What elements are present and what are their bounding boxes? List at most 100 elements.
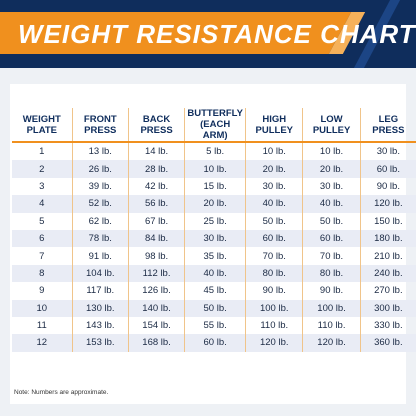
table-cell: 360 lb. — [360, 334, 416, 352]
header-banner: WEIGHT RESISTANCE CHART — [0, 0, 416, 68]
table-cell: 50 lb. — [245, 212, 304, 230]
table-header-row: WEIGHT PLATE FRONT PRESS BACK PRESS BUTT… — [12, 108, 416, 143]
weight-plate-cell: 1 — [12, 142, 73, 161]
table-cell: 50 lb. — [184, 299, 247, 317]
table-cell: 45 lb. — [184, 282, 247, 300]
table-cell: 28 lb. — [128, 160, 186, 178]
weight-plate-cell: 5 — [12, 212, 73, 230]
table-row: 6 78 lb. 84 lb. 30 lb. 60 lb. 60 lb. 180 lb. — [12, 229, 416, 248]
table-cell: 60 lb. — [302, 229, 361, 248]
table-cell: 91 lb. — [72, 247, 129, 265]
column-header-low-pulley: LOW PULLEY — [302, 108, 361, 143]
table-cell: 80 lb. — [302, 264, 361, 283]
table-row: 5 62 lb. 67 lb. 25 lb. 50 lb. 50 lb. 150 lb. — [12, 212, 416, 230]
table-cell: 140 lb. — [128, 299, 186, 317]
column-header-high-pulley: HIGH PULLEY — [245, 108, 304, 143]
table-cell: 120 lb. — [245, 334, 304, 352]
table-cell: 117 lb. — [72, 282, 129, 300]
table-cell: 40 lb. — [245, 195, 304, 213]
table-cell: 98 lb. — [128, 247, 186, 265]
table-cell: 84 lb. — [128, 229, 186, 248]
resistance-table: WEIGHT PLATE FRONT PRESS BACK PRESS BUTT… — [12, 108, 416, 352]
table-cell: 300 lb. — [360, 299, 416, 317]
table-cell: 78 lb. — [72, 229, 129, 248]
table-cell: 15 lb. — [184, 177, 247, 196]
table-row: 11 143 lb. 154 lb. 55 lb. 110 lb. 110 lb. 330 … — [12, 316, 416, 335]
table-cell: 120 lb. — [302, 334, 361, 352]
table-cell: 67 lb. — [128, 212, 186, 230]
table-cell: 104 lb. — [72, 264, 129, 283]
column-header-weight-plate: WEIGHT PLATE — [12, 108, 73, 143]
table-cell: 126 lb. — [128, 282, 186, 300]
weight-plate-cell: 10 — [12, 299, 73, 317]
table-cell: 330 lb. — [374, 320, 403, 332]
table-row: 9 117 lb. 126 lb. 45 lb. 90 lb. 90 lb. 270 lb. — [12, 282, 416, 300]
table-cell: 35 lb. — [184, 247, 247, 265]
weight-plate-cell: 3 — [12, 177, 73, 196]
table-row: 2 26 lb. 28 lb. 10 lb. 20 lb. 20 lb. 60 lb. — [12, 160, 416, 178]
column-header-leg-press: LEG PRESS — [360, 108, 416, 143]
weight-plate-cell: 11 — [12, 316, 73, 335]
table-cell: 210 lb. — [374, 250, 403, 262]
weight-plate-cell: 2 — [12, 160, 73, 178]
table-cell: 70 lb. — [245, 247, 304, 265]
table-cell: 180 lb. — [360, 229, 416, 248]
table-cell: 120 lb. — [360, 195, 416, 213]
table-cell: 25 lb. — [184, 212, 247, 230]
table-cell: 110 lb. — [302, 316, 361, 335]
table-cell: 143 lb. — [72, 316, 129, 335]
table-cell: 30 lb. — [376, 146, 400, 158]
table-cell: 10 lb. — [245, 142, 304, 161]
table-row: 1 13 lb. 14 lb. 5 lb. 10 lb. 10 lb. 30 lb. — [12, 142, 416, 161]
column-header-front-press: FRONT PRESS — [72, 108, 129, 143]
table-cell: 240 lb. — [360, 264, 416, 283]
table-cell: 56 lb. — [128, 195, 186, 213]
weight-plate-cell: 12 — [12, 334, 73, 352]
table-cell: 80 lb. — [245, 264, 304, 283]
table-cell: 30 lb. — [245, 177, 304, 196]
table-cell: 60 lb. — [245, 229, 304, 248]
table-cell: 20 lb. — [184, 195, 247, 213]
table-cell: 30 lb. — [184, 229, 247, 248]
table-cell: 70 lb. — [302, 247, 361, 265]
table-cell: 42 lb. — [128, 177, 186, 196]
table-cell: 100 lb. — [302, 299, 361, 317]
table-cell: 154 lb. — [128, 316, 186, 335]
table-cell: 60 lb. — [184, 334, 247, 352]
table-cell: 10 lb. — [302, 142, 361, 161]
table-cell: 60 lb. — [360, 160, 416, 178]
table-cell: 26 lb. — [72, 160, 129, 178]
table-cell: 20 lb. — [245, 160, 304, 178]
table-cell: 20 lb. — [302, 160, 361, 178]
table-row: 10 130 lb. 140 lb. 50 lb. 100 lb. 100 lb. 300 … — [12, 299, 416, 317]
table-cell: 130 lb. — [72, 299, 129, 317]
weight-plate-cell: 8 — [12, 264, 73, 283]
table-cell: 13 lb. — [72, 142, 129, 161]
table-row: 12 153 lb. 168 lb. 60 lb. 120 lb. 120 lb. 360 … — [12, 334, 416, 352]
table-cell: 39 lb. — [72, 177, 129, 196]
table-cell: 14 lb. — [128, 142, 186, 161]
table-cell: 270 lb. — [374, 285, 403, 297]
table-cell: 50 lb. — [302, 212, 361, 230]
table-cell: 90 lb. — [302, 282, 361, 300]
footer-note: Note: Numbers are approximate. — [14, 389, 109, 396]
table-cell: 153 lb. — [72, 334, 129, 352]
weight-plate-cell: 4 — [12, 195, 73, 213]
weight-plate-cell: 6 — [12, 229, 73, 248]
table-cell: 30 lb. — [302, 177, 361, 196]
table-cell: 10 lb. — [184, 160, 247, 178]
table-cell: 168 lb. — [128, 334, 186, 352]
table-cell: 5 lb. — [184, 142, 247, 161]
table-cell: 90 lb. — [376, 180, 400, 192]
table-cell: 150 lb. — [374, 215, 403, 227]
table-row: 3 39 lb. 42 lb. 15 lb. 30 lb. 30 lb. 90 lb. — [12, 177, 416, 196]
table-cell: 90 lb. — [245, 282, 304, 300]
table-row: 4 52 lb. 56 lb. 20 lb. 40 lb. 40 lb. 120 lb. — [12, 195, 416, 213]
column-header-back-press: BACK PRESS — [128, 108, 186, 143]
table-cell: 40 lb. — [184, 264, 247, 283]
weight-plate-cell: 9 — [12, 282, 73, 300]
weight-plate-cell: 7 — [12, 247, 73, 265]
table-cell: 62 lb. — [72, 212, 129, 230]
table-row: 8 104 lb. 112 lb. 40 lb. 80 lb. 80 lb. 240 lb. — [12, 264, 416, 283]
table-cell: 40 lb. — [302, 195, 361, 213]
